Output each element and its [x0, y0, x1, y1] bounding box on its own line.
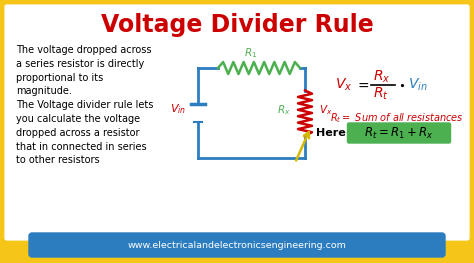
FancyBboxPatch shape — [347, 123, 450, 143]
Text: dropped across a resistor: dropped across a resistor — [16, 128, 139, 138]
Text: Here: Here — [316, 128, 346, 138]
Text: $\bullet$: $\bullet$ — [398, 80, 405, 90]
Text: $R_x$: $R_x$ — [277, 103, 291, 117]
Text: Voltage Divider Rule: Voltage Divider Rule — [100, 13, 374, 37]
Text: proportional to its: proportional to its — [16, 73, 103, 83]
FancyBboxPatch shape — [3, 3, 471, 242]
Text: $R_t$: $R_t$ — [373, 86, 389, 102]
Text: $V_{in}$: $V_{in}$ — [408, 77, 428, 93]
Text: $V_x$: $V_x$ — [335, 77, 352, 93]
Text: $=$: $=$ — [355, 78, 370, 92]
Text: $V_x$: $V_x$ — [319, 103, 332, 117]
Text: to other resistors: to other resistors — [16, 155, 100, 165]
FancyBboxPatch shape — [29, 233, 445, 257]
Text: you calculate the voltage: you calculate the voltage — [16, 114, 140, 124]
Text: $R_t = $ Sum of all resistances: $R_t = $ Sum of all resistances — [330, 111, 464, 125]
Text: www.electricalandelectronicsengineering.com: www.electricalandelectronicsengineering.… — [128, 240, 346, 250]
Text: The Voltage divider rule lets: The Voltage divider rule lets — [16, 100, 154, 110]
Text: The voltage dropped across: The voltage dropped across — [16, 45, 152, 55]
Text: $R_x$: $R_x$ — [373, 69, 391, 85]
Text: a series resistor is directly: a series resistor is directly — [16, 59, 144, 69]
Text: that in connected in series: that in connected in series — [16, 141, 146, 151]
Text: $R_t = R_1 + R_x$: $R_t = R_1 + R_x$ — [365, 125, 434, 140]
Text: $V_{in}$: $V_{in}$ — [170, 102, 186, 116]
Text: magnitude.: magnitude. — [16, 87, 72, 97]
Text: $R_1$: $R_1$ — [245, 46, 257, 60]
